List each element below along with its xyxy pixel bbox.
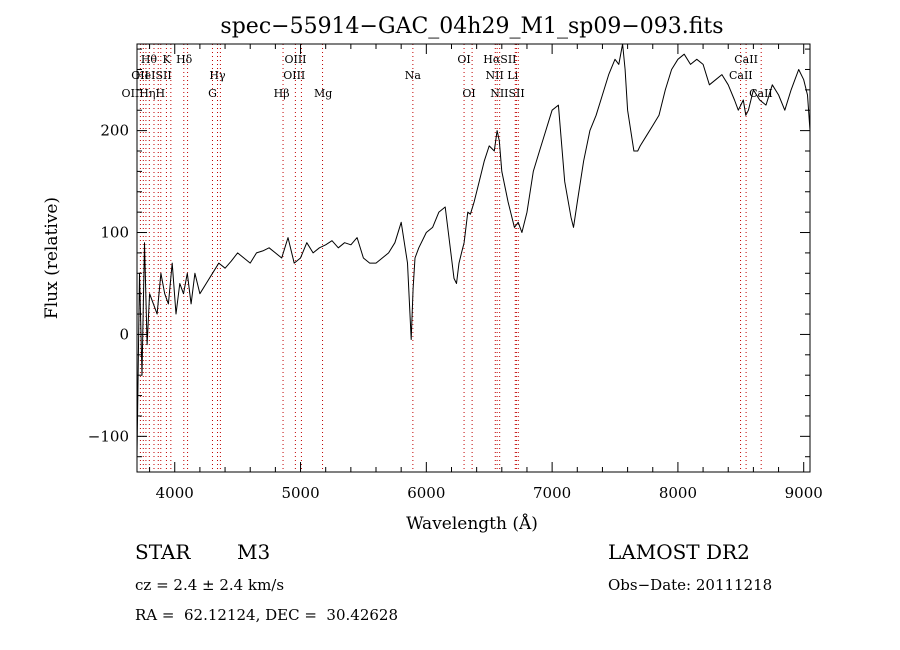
object-type: STAR — [135, 540, 191, 564]
marker-label-2: Hδ — [176, 53, 193, 66]
object-subclass: M3 — [237, 540, 271, 564]
spectrum-line-0 — [136, 43, 811, 457]
plot-frame — [136, 43, 811, 473]
ra-dec-coordinates: RA = 62.12124, DEC = 30.42628 — [135, 606, 399, 624]
marker-label-8: HeISII — [135, 69, 172, 82]
spectrum-chart: spec−55914−GAC_04h29_M1_sp09−093.fits Hθ… — [42, 14, 823, 534]
redshift-velocity: cz = 2.4 ± 2.4 km/s — [135, 576, 285, 594]
axes: 4000 5000 6000 7000 8000 9000 −100 0 100 200 — [88, 44, 823, 502]
marker-label-10: OIII — [283, 69, 305, 82]
y-tick-label-1: 0 — [119, 325, 129, 343]
marker-label-15: G — [208, 87, 217, 100]
marker-label-19: NIISII — [490, 87, 525, 100]
y-tick-label-0: −100 — [88, 427, 129, 445]
marker-label-5: HαSII — [483, 53, 516, 66]
x-tick-label-1: 5000 — [281, 484, 319, 502]
marker-label-0: Hθ — [141, 53, 158, 66]
marker-label-4: OI — [457, 53, 470, 66]
marker-label-12: NII Li — [485, 69, 518, 82]
marker-label-1: K — [162, 53, 171, 66]
marker-label-16: Hβ — [274, 87, 290, 100]
marker-label-14: OIIHηH — [122, 87, 165, 100]
y-tick-label-2: 100 — [100, 224, 129, 242]
marker-label-7: OII — [131, 69, 149, 82]
y-tick-label-3: 200 — [100, 122, 129, 140]
marker-label-13: CaII — [729, 69, 753, 82]
x-axis-label: Wavelength (Å) — [406, 513, 538, 534]
observation-date: Obs−Date: 20111218 — [608, 576, 773, 594]
x-tick-label-3: 7000 — [533, 484, 571, 502]
spectrum-series — [136, 43, 811, 457]
marker-label-6: CaII — [734, 53, 758, 66]
marker-label-3: OIII — [284, 53, 306, 66]
x-tick-label-0: 4000 — [156, 484, 194, 502]
marker-label-18: OI — [462, 87, 475, 100]
marker-label-9: Hγ — [209, 69, 226, 82]
marker-label-20: CaII — [749, 87, 773, 100]
x-tick-label-4: 8000 — [659, 484, 697, 502]
y-axis-label: Flux (relative) — [42, 197, 62, 319]
chart-title: spec−55914−GAC_04h29_M1_sp09−093.fits — [220, 14, 723, 39]
emission-line-markers — [139, 44, 762, 472]
marker-label-17: Mg — [314, 87, 332, 100]
x-tick-label-5: 9000 — [785, 484, 823, 502]
marker-label-11: Na — [405, 69, 422, 82]
survey-name: LAMOST DR2 — [608, 540, 750, 564]
x-tick-label-2: 6000 — [407, 484, 445, 502]
